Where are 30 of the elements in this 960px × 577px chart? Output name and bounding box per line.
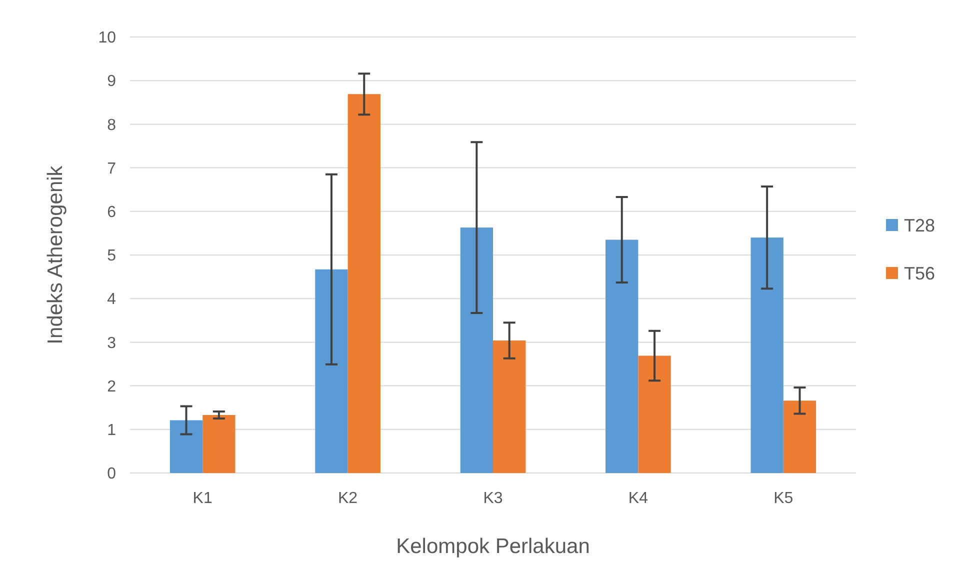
y-tick-label: 7 (107, 160, 116, 178)
bar (783, 400, 816, 473)
y-tick-label: 2 (107, 378, 116, 396)
bar (606, 240, 638, 473)
y-tick-label: 0 (107, 466, 116, 483)
bar (348, 94, 380, 473)
x-tick-label: K1 (192, 490, 212, 507)
bar (315, 269, 348, 473)
y-tick-label: 5 (107, 248, 116, 265)
x-tick-label: K5 (774, 490, 794, 507)
y-tick-label: 3 (107, 334, 116, 352)
legend-label: T28 (904, 215, 936, 236)
bar (202, 415, 236, 473)
x-tick-label: K2 (338, 490, 358, 507)
y-tick-label: 8 (107, 116, 116, 134)
bar (638, 356, 671, 473)
x-axis-title: Kelompok Perlakuan (396, 535, 590, 558)
bar (460, 228, 493, 473)
bar (493, 340, 526, 473)
bar (170, 420, 203, 473)
x-tick-label: K3 (483, 490, 503, 507)
legend-label: T56 (904, 263, 936, 284)
y-tick-label: 1 (107, 422, 116, 439)
x-tick-label: K4 (628, 490, 648, 507)
y-tick-label: 10 (98, 30, 116, 47)
y-tick-label: 6 (107, 204, 116, 221)
y-axis-title: Indeks Atherogenik (44, 165, 67, 344)
y-tick-label: 9 (107, 73, 116, 90)
bar (750, 238, 784, 473)
y-tick-label: 4 (107, 291, 116, 308)
